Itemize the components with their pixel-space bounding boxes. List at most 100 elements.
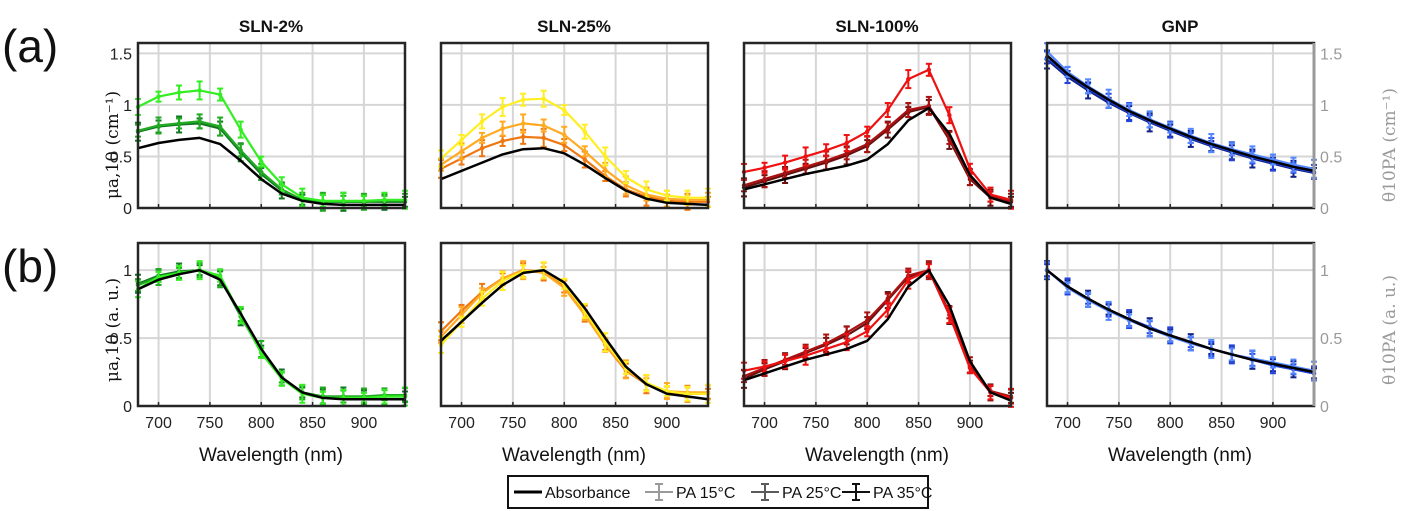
data-point (176, 121, 182, 126)
data-point (156, 123, 161, 128)
series-line-absorbance (440, 146, 709, 207)
x-tick-label: 850 (1208, 415, 1235, 432)
x-tick-label: 800 (248, 415, 275, 432)
data-point (479, 296, 485, 301)
legend-label-pa25: PA 25°C (782, 485, 841, 502)
x-tick-label: 900 (654, 415, 681, 432)
data-point (782, 170, 788, 176)
y-tick-label-right: 0 (1320, 201, 1329, 218)
y-tick-label-right: 0.5 (1320, 331, 1342, 348)
ylabel-left-a: μa,10 (cm⁻¹) (103, 91, 123, 199)
plot-area (744, 243, 1011, 406)
series-line-pa35 (440, 135, 708, 203)
series-absorbance (1046, 54, 1315, 173)
data-point (320, 198, 326, 203)
series-line-pa15 (440, 269, 708, 395)
data-point (844, 140, 849, 146)
data-point (520, 97, 526, 102)
data-point (623, 183, 629, 188)
column-title-sln-100: SLN-100% (835, 17, 918, 36)
data-point (382, 394, 387, 399)
xlabel-col-4: Wavelength (nm) (1108, 445, 1252, 466)
axes-frame (439, 241, 710, 408)
data-point (906, 107, 911, 113)
data-point (562, 107, 567, 113)
x-tick-label: 850 (299, 415, 326, 432)
series-line-absorbance (1046, 54, 1315, 173)
series-absorbance (137, 136, 405, 207)
axes-frame (136, 41, 407, 210)
series-absorbance (743, 106, 1012, 206)
series-line-absorbance (440, 268, 709, 401)
data-point (238, 148, 243, 153)
plot-area (1047, 43, 1314, 208)
data-point (500, 104, 505, 110)
panel-gnp-a: 0 0.5 1 1.5 (1044, 41, 1342, 218)
plot-area (1047, 243, 1314, 406)
series-line-absorbance (743, 268, 1012, 402)
x-tick-label: 900 (1260, 415, 1287, 432)
data-point (823, 158, 829, 163)
legend-swatch-pa25 (751, 483, 779, 501)
xlabel-col-1: Wavelength (nm) (199, 445, 343, 466)
plot-area (744, 43, 1011, 208)
panel-sln-2-b: 700 750 800 850 900 0 0.5 1 (110, 241, 408, 432)
data-point (603, 154, 608, 159)
data-point (479, 119, 485, 124)
data-point (762, 165, 767, 170)
data-point (156, 94, 161, 99)
plot-area (441, 243, 708, 406)
column-title-gnp: GNP (1162, 17, 1199, 36)
series-line-absorbance (743, 106, 1012, 206)
data-point (685, 391, 690, 396)
y-tick-label-right: 1 (1320, 98, 1329, 115)
legend-swatch-pa15 (645, 483, 673, 501)
x-tick-label: 900 (351, 415, 378, 432)
legend: Absorbance PA 15°C PA 25°C PA 35°C (507, 475, 932, 509)
data-point (865, 141, 870, 147)
panel-sln-100-a (741, 41, 1014, 210)
y-tick-label-right: 1.5 (1320, 46, 1342, 63)
x-tick-label: 700 (1054, 415, 1081, 432)
xlabel-col-3: Wavelength (nm) (805, 445, 949, 466)
data-point (238, 127, 243, 132)
data-point (823, 346, 829, 352)
data-point (479, 145, 485, 151)
data-point (300, 195, 305, 200)
series-line-absorbance (137, 136, 405, 207)
legend-swatch-pa35 (842, 483, 870, 501)
axes-frame (136, 241, 407, 408)
row-label-b: (b) (2, 240, 58, 292)
y-tick-label-right: 0.5 (1320, 149, 1342, 166)
data-point (603, 167, 608, 173)
series-absorbance (743, 268, 1012, 402)
data-point (361, 198, 367, 203)
data-point (217, 92, 223, 97)
data-point (906, 76, 911, 82)
data-point (865, 129, 870, 134)
x-tick-label: 700 (448, 415, 475, 432)
panel-sln-100-b: 700 750 800 850 900 (741, 241, 1014, 432)
axes-frame (742, 241, 1013, 408)
series-absorbance (137, 268, 405, 401)
series-line-pa15 (743, 269, 1012, 399)
series-line-pa15 (743, 68, 1012, 201)
series-absorbance (440, 268, 709, 401)
legend-label-pa15: PA 15°C (676, 485, 735, 502)
data-point (885, 296, 890, 301)
data-point (926, 103, 932, 109)
x-tick-label: 750 (500, 415, 527, 432)
plot-area (441, 43, 708, 208)
y-tick-label: 0 (123, 399, 132, 416)
ylabel-left-b: μa,10 (a. u.) (103, 278, 123, 382)
data-point (341, 198, 346, 203)
data-point (279, 182, 284, 187)
data-point (259, 169, 264, 175)
ylabel-right-b: θ10PA (a. u.) (1380, 275, 1400, 385)
data-point (906, 277, 911, 282)
data-point (382, 197, 387, 202)
data-point (803, 353, 808, 358)
axes-frame (742, 41, 1013, 210)
x-tick-label: 850 (602, 415, 629, 432)
data-point (762, 364, 767, 369)
